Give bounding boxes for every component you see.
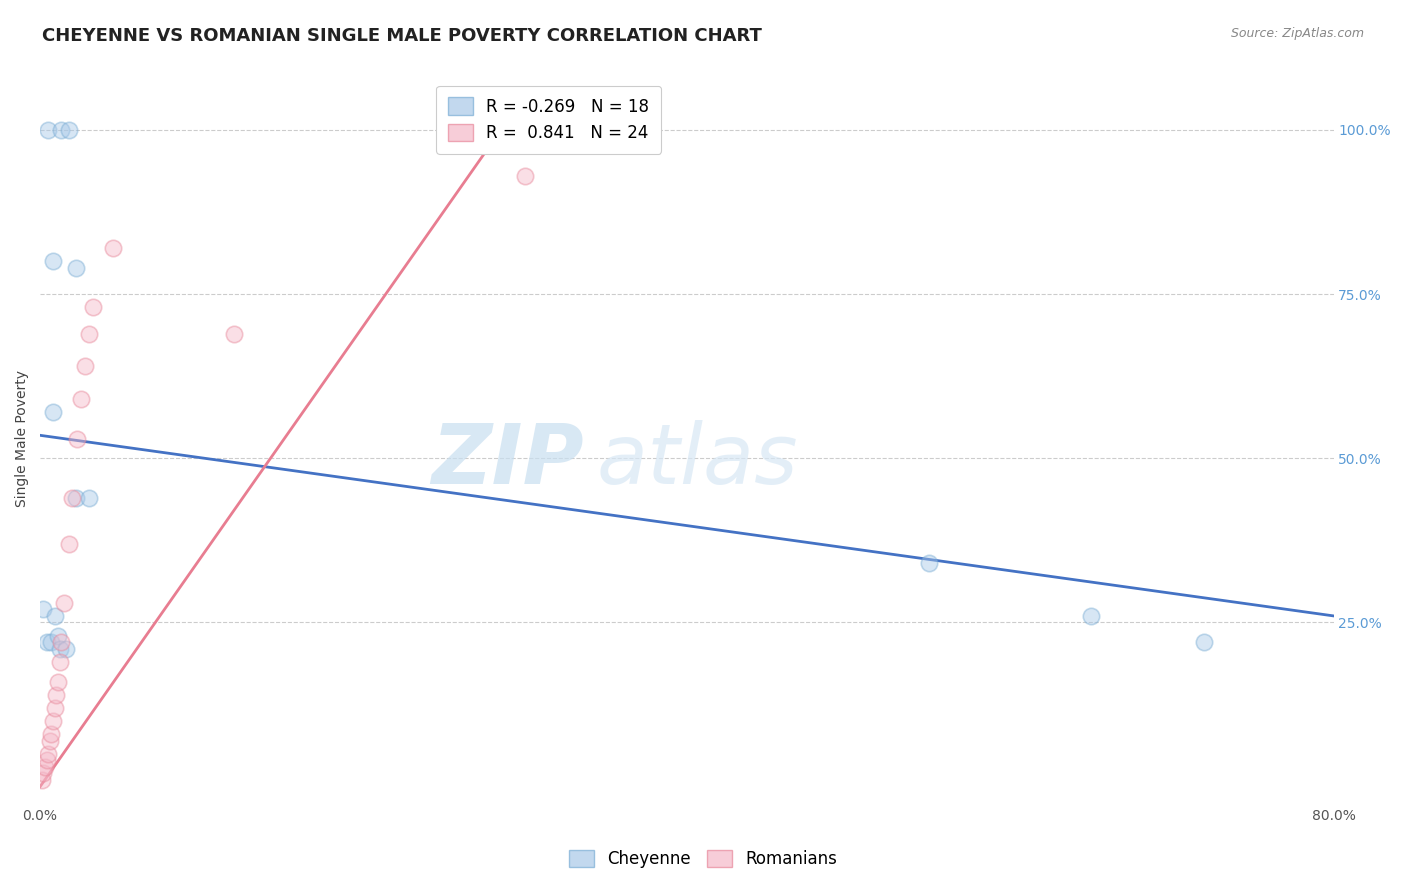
Point xyxy=(42,405,65,419)
Point xyxy=(77,326,100,341)
Point xyxy=(918,557,941,571)
Point xyxy=(513,169,536,183)
Point xyxy=(37,123,59,137)
Text: CHEYENNE VS ROMANIAN SINGLE MALE POVERTY CORRELATION CHART: CHEYENNE VS ROMANIAN SINGLE MALE POVERTY… xyxy=(42,27,762,45)
Point xyxy=(37,747,59,761)
Point xyxy=(35,635,58,649)
Point xyxy=(77,491,100,505)
Point xyxy=(62,491,84,505)
Point xyxy=(1192,635,1215,649)
Legend: Cheyenne, Romanians: Cheyenne, Romanians xyxy=(562,843,844,875)
Point xyxy=(35,753,58,767)
Point xyxy=(46,674,69,689)
Point xyxy=(224,326,246,341)
Point xyxy=(34,760,56,774)
Point xyxy=(44,701,66,715)
Text: ZIP: ZIP xyxy=(430,420,583,500)
Point xyxy=(48,655,70,669)
Point xyxy=(58,536,80,550)
Point xyxy=(44,608,66,623)
Point xyxy=(42,714,65,728)
Point xyxy=(58,123,80,137)
Point xyxy=(49,635,72,649)
Point xyxy=(46,629,69,643)
Point xyxy=(41,727,63,741)
Point xyxy=(65,260,87,275)
Point xyxy=(45,688,67,702)
Point xyxy=(82,300,104,314)
Point xyxy=(75,359,97,374)
Point xyxy=(65,491,87,505)
Point xyxy=(1080,608,1102,623)
Point xyxy=(66,432,89,446)
Point xyxy=(69,392,91,407)
Point xyxy=(55,641,77,656)
Point xyxy=(31,773,53,788)
Point xyxy=(38,733,60,747)
Point xyxy=(32,766,55,780)
Point xyxy=(49,123,72,137)
Text: Source: ZipAtlas.com: Source: ZipAtlas.com xyxy=(1230,27,1364,40)
Legend: R = -0.269   N = 18, R =  0.841   N = 24: R = -0.269 N = 18, R = 0.841 N = 24 xyxy=(436,86,661,153)
Point xyxy=(42,254,65,268)
Point xyxy=(101,241,124,255)
Text: atlas: atlas xyxy=(596,420,797,500)
Point xyxy=(41,635,63,649)
Point xyxy=(32,602,55,616)
Y-axis label: Single Male Poverty: Single Male Poverty xyxy=(15,370,30,507)
Point xyxy=(53,596,76,610)
Point xyxy=(48,641,70,656)
